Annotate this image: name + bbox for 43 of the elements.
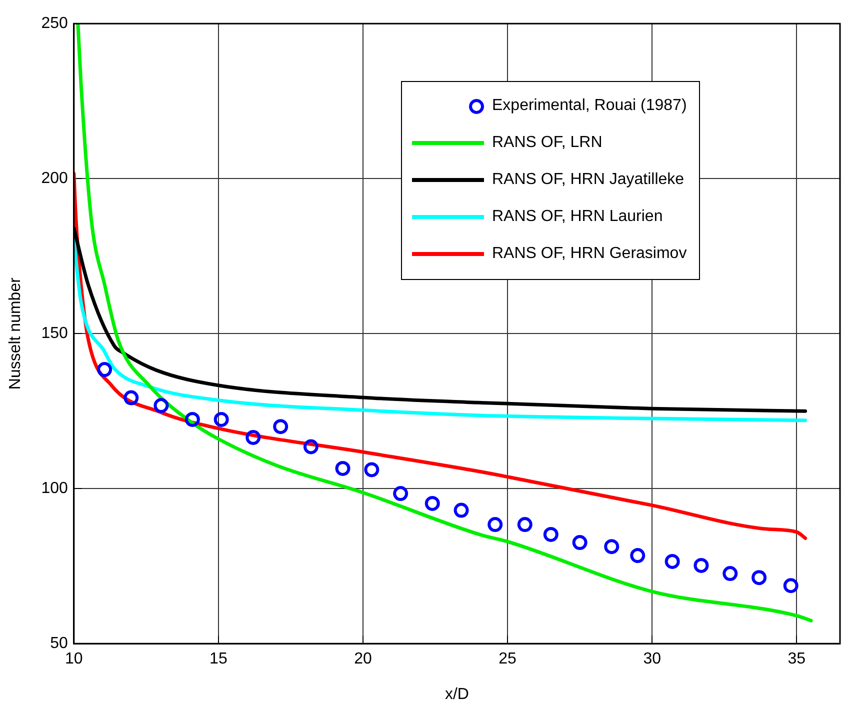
point bbox=[517, 517, 532, 532]
point bbox=[572, 535, 588, 550]
point bbox=[488, 517, 503, 532]
y-axis-title: Nusselt number bbox=[7, 276, 24, 390]
point bbox=[303, 439, 318, 454]
x-axis-title: x/D bbox=[444, 686, 469, 703]
y-tick-label: 250 bbox=[41, 15, 68, 32]
point bbox=[184, 412, 200, 427]
point bbox=[604, 539, 620, 554]
line-series bbox=[76, 24, 813, 622]
x-tick-label: 25 bbox=[498, 650, 517, 668]
point bbox=[364, 462, 380, 478]
point bbox=[664, 554, 680, 569]
legend-label: Experimental, Rouai (1987) bbox=[492, 97, 687, 116]
point bbox=[694, 558, 709, 573]
point bbox=[630, 548, 646, 564]
point bbox=[722, 566, 738, 582]
point bbox=[752, 570, 767, 586]
legend-label: RANS OF, HRN Laurien bbox=[492, 208, 663, 226]
point bbox=[543, 526, 558, 542]
y-tick-label: 100 bbox=[41, 480, 68, 498]
point bbox=[246, 430, 261, 445]
point bbox=[214, 412, 229, 427]
legend-label: RANS OF, HRN Jayatilleke bbox=[492, 171, 684, 190]
x-tick-label: 10 bbox=[64, 650, 83, 668]
point bbox=[335, 460, 350, 476]
point bbox=[424, 496, 440, 511]
x-tick-label: 30 bbox=[643, 650, 662, 668]
point bbox=[783, 578, 798, 594]
point bbox=[273, 419, 288, 434]
x-tick-label: 15 bbox=[210, 650, 228, 668]
point bbox=[393, 486, 408, 502]
point bbox=[124, 390, 139, 406]
legend-label: RANS OF, HRN Gerasimov bbox=[492, 245, 687, 264]
point bbox=[97, 362, 112, 378]
y-tick-label: 150 bbox=[41, 325, 68, 342]
y-tick-label: 50 bbox=[50, 635, 68, 652]
x-tick-label: 35 bbox=[788, 650, 806, 668]
point bbox=[454, 502, 469, 518]
point bbox=[154, 398, 169, 414]
legend-label: RANS OF, LRN bbox=[492, 134, 602, 152]
y-tick-label: 200 bbox=[41, 170, 68, 188]
x-tick-label: 20 bbox=[354, 650, 372, 668]
